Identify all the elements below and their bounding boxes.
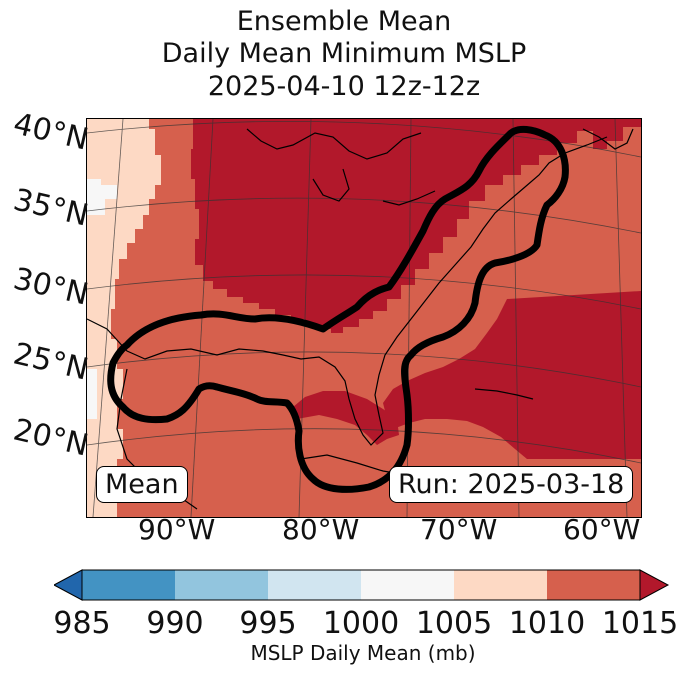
graticule xyxy=(87,119,641,517)
region-1015-plus-southeast xyxy=(383,291,641,459)
colorbar-segment xyxy=(268,570,361,600)
title-line-2: Daily Mean Minimum MSLP xyxy=(161,38,527,69)
title-line-1: Ensemble Mean xyxy=(236,6,452,37)
mean-label-box: Mean xyxy=(96,466,188,503)
colorbar-segment xyxy=(82,570,175,600)
map-svg xyxy=(87,119,641,517)
colorbar-extend-max xyxy=(639,569,670,601)
lon-label-80w: 80°W xyxy=(282,513,360,546)
lat-label-30: 30°N xyxy=(10,261,92,313)
colorbar-segment xyxy=(175,570,268,600)
colorbar-tick-label: 985 xyxy=(53,606,111,641)
colorbar-tick-label: 1005 xyxy=(415,606,493,641)
colorbar xyxy=(54,569,670,601)
colorbar-tick-label: 995 xyxy=(239,606,297,641)
lon-label-90w: 90°W xyxy=(138,513,216,546)
contour-line xyxy=(107,125,569,493)
region-1000-1005 xyxy=(87,179,117,419)
colorbar-segment xyxy=(361,570,454,600)
colorbar-label: MSLP Daily Mean (mb) xyxy=(250,641,476,665)
lat-label-25: 25°N xyxy=(10,336,92,388)
region-1005-1010 xyxy=(87,119,161,517)
colorbar-tick-label: 990 xyxy=(146,606,204,641)
map-panel xyxy=(86,118,642,518)
colorbar-extend-min xyxy=(54,569,83,601)
colorbar-segment xyxy=(454,570,547,600)
lon-label-70w: 70°W xyxy=(420,513,498,546)
lat-label-35: 35°N xyxy=(10,182,92,234)
title-line-3: 2025-04-10 12z-12z xyxy=(207,71,481,102)
lon-label-60w: 60°W xyxy=(563,513,641,546)
colorbar-tick-label: 1015 xyxy=(601,606,679,641)
region-1015-plus xyxy=(191,119,641,333)
lat-label-40: 40°N xyxy=(10,106,92,158)
colorbar-tick-label: 1010 xyxy=(508,606,586,641)
colorbar-segment xyxy=(547,570,640,600)
lat-label-20: 20°N xyxy=(10,412,92,464)
colorbar-border xyxy=(81,569,641,601)
region-1015-plus-florida xyxy=(293,391,399,445)
colorbar-tick-label: 1000 xyxy=(322,606,400,641)
run-date-box: Run: 2025-03-18 xyxy=(389,466,634,503)
